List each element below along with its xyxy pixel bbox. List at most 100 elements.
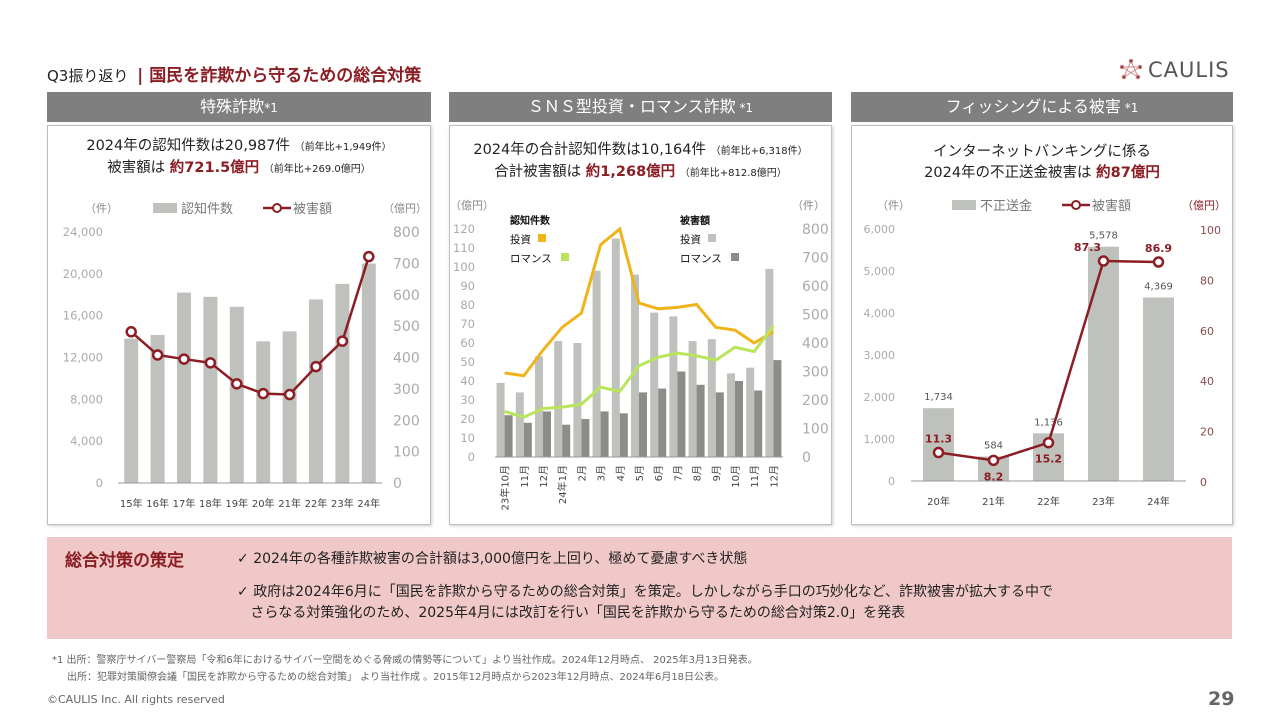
bar-17年 (177, 292, 191, 483)
bar-9月 (707, 339, 716, 457)
line-marker (336, 335, 349, 347)
legend-label: ロマンス (510, 253, 552, 265)
bar-data-label: 584 (984, 440, 1003, 451)
bar-23年10月 (504, 415, 513, 457)
footnote-1: *1 出所：警察庁サイバー警察局「令和6年におけるサイバー空間をめぐる脅威の情勢… (52, 655, 758, 666)
check-icon: ✓ (237, 584, 249, 600)
right-axis-tick: 600 (802, 279, 829, 295)
x-axis-label: 23年 (331, 497, 354, 510)
x-axis-label: 19年 (225, 497, 248, 510)
legend-swatch (708, 234, 716, 242)
line-data-label: 86.9 (1145, 242, 1172, 255)
line-被害額 (938, 259, 1159, 462)
left-axis-unit: （件） (877, 199, 910, 212)
line-marker (125, 326, 137, 338)
bar-23年10月 (496, 382, 505, 457)
right-axis-tick: 500 (802, 308, 829, 324)
x-axis-label: 20年 (252, 497, 275, 510)
bar-9月 (715, 392, 724, 457)
right-axis-tick: 300 (393, 382, 420, 398)
bar-data-label: 1,734 (924, 392, 953, 403)
legend-bar-swatch (153, 203, 177, 213)
right-axis-tick: 200 (802, 393, 829, 409)
legend-marker-icon (272, 203, 282, 213)
line-data-label: 15.2 (1035, 453, 1062, 466)
left-axis-tick: 16,000 (63, 309, 103, 323)
separator: | (137, 66, 144, 86)
x-axis-label: 9月 (711, 465, 723, 481)
left-axis-tick: 20,000 (63, 267, 103, 281)
x-axis-label: 22年 (305, 497, 328, 510)
x-axis-label: 12月 (538, 465, 550, 488)
bar-24年 (1143, 297, 1174, 481)
x-axis-label: 10月 (730, 465, 742, 488)
x-axis-label: 7月 (672, 465, 684, 481)
line-marker (363, 250, 375, 263)
check-icon: ✓ (237, 551, 249, 567)
legend-label: 認知件数 (181, 201, 233, 217)
legend-swatch (731, 253, 739, 261)
footnote-2: 出所：犯罪対策閣僚会議「国民を詐欺から守るための総合対策」 より当社作成 。20… (67, 672, 725, 683)
right-axis-tick: 0 (393, 476, 402, 492)
right-axis-tick: 200 (393, 413, 420, 429)
line-marker (932, 446, 945, 459)
left-axis-tick: 0 (96, 476, 103, 490)
bar-3月 (592, 270, 601, 457)
phishing-panel: インターネットバンキングに係る 2024年の不正送金被害は 約87億円 0 1,00… (851, 125, 1233, 525)
bar-16年 (150, 335, 165, 483)
x-axis-label: 11月 (749, 465, 761, 488)
left-axis-tick: 20 (460, 412, 475, 426)
left-axis-tick: 1,000 (864, 433, 896, 446)
x-axis-label: 3月 (596, 465, 608, 481)
line-marker (257, 387, 269, 400)
right-axis-tick: 80 (1200, 274, 1214, 287)
right-axis-tick: 100 (393, 445, 420, 461)
line-marker (283, 388, 296, 401)
special-fraud-panel: 2024年の認知件数は20,987件 （前年比+1,949件） 被害額は 約721… (47, 125, 431, 525)
right-axis-tick: 400 (802, 336, 829, 352)
left-axis-unit: （件） (85, 202, 118, 215)
x-axis-label: 5月 (634, 465, 646, 481)
page-number: 29 (1208, 688, 1235, 710)
line-marker (151, 349, 164, 361)
summary-title: 総合対策の策定 (65, 551, 184, 571)
right-axis-tick: 40 (1200, 375, 1214, 388)
bar-11月 (523, 422, 532, 457)
bar-22年 (309, 299, 323, 483)
sns-fraud-panel: 2024年の合計認知件数は10,164件 （前年比+6,318件） 合計被害額は … (449, 125, 832, 525)
left-axis-tick: 110 (453, 241, 475, 255)
bar-24年 (361, 263, 376, 483)
line-data-label: 87.3 (1074, 241, 1101, 254)
right-axis-unit: （億円） (1182, 199, 1226, 212)
legend-marker-icon (1071, 200, 1081, 210)
phishing-chart: 0 1,000 2,000 3,000 4,000 5,000 6,000 0 20 40 60 80… (864, 198, 1227, 508)
bar-12月 (535, 356, 543, 457)
special-fraud-chart: 0 4,000 8,000 12,000 16,000 20,000 24,000 0 100 2… (63, 201, 427, 510)
x-axis-label: 16年 (146, 497, 169, 510)
right-axis-tick: 0 (802, 450, 811, 466)
left-axis-tick: 0 (888, 475, 895, 488)
right-axis-tick: 600 (393, 288, 420, 304)
legend-label: 投資 (680, 233, 701, 246)
x-axis-label: 24年 (1147, 495, 1170, 508)
left-axis-tick: 4,000 (70, 434, 103, 448)
x-axis-label: 4月 (615, 465, 627, 481)
x-axis-label: 18年 (199, 497, 222, 510)
x-axis-label: 22年 (1037, 495, 1060, 508)
bar-20年 (256, 341, 271, 483)
bar-10月 (727, 373, 735, 457)
bar-23年 (335, 283, 350, 483)
bar-8月 (696, 384, 705, 457)
left-axis-tick: 4,000 (864, 307, 896, 320)
logo-text: CAULIS (1148, 58, 1230, 82)
line-marker (987, 454, 1000, 467)
left-axis-tick: 10 (460, 431, 475, 445)
line-marker (310, 360, 322, 373)
x-axis-label: 8月 (692, 465, 704, 481)
right-axis-tick: 800 (393, 225, 420, 241)
line-認知件数 ロマンス (504, 325, 775, 419)
right-axis-tick: 20 (1200, 426, 1214, 439)
right-axis-tick: 800 (802, 222, 829, 238)
x-axis-label: 11月 (519, 465, 531, 488)
left-axis-tick: 100 (453, 260, 475, 274)
